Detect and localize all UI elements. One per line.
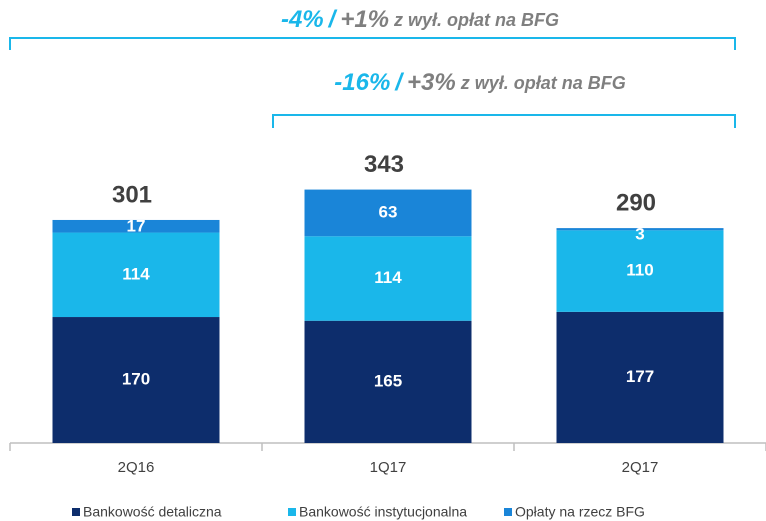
data-label: 165 [374, 371, 402, 390]
annotation-part: / [328, 6, 338, 33]
total-label: 301 [112, 181, 152, 208]
annotation-part: z wył. opłat na BFG [460, 73, 626, 93]
legend-swatch [72, 508, 80, 516]
bar-segment [52, 219, 220, 233]
legend-label: Bankowość detaliczna [83, 504, 222, 520]
total-label: 290 [616, 189, 656, 216]
bar-segment [556, 228, 724, 231]
annotation-part: z wył. opłat na BFG [393, 10, 559, 30]
legend-swatch [288, 508, 296, 516]
bracket [272, 114, 736, 128]
data-label: 177 [626, 367, 654, 386]
annotation: -16% / +3% z wył. opłat na BFG [334, 69, 625, 96]
annotation-part: / [394, 69, 404, 96]
x-tick-label: 1Q17 [370, 459, 407, 476]
x-tick-label: 2Q17 [622, 459, 659, 476]
brackets [9, 37, 736, 128]
legend-label: Opłaty na rzecz BFG [515, 504, 645, 520]
annotation-part: -16% [334, 69, 390, 96]
data-label: 114 [122, 264, 150, 283]
data-label: 114 [374, 268, 402, 287]
bar-segment [304, 236, 472, 321]
total-label: 343 [364, 151, 404, 178]
bracket [9, 37, 736, 50]
annotation: -4% / +1% z wył. opłat na BFG [281, 6, 559, 33]
legend-swatch [504, 508, 512, 516]
bar-segment [304, 189, 472, 237]
legend-label: Bankowość instytucjonalna [299, 504, 467, 520]
data-label: 3 [635, 225, 644, 244]
data-label: 110 [626, 261, 653, 280]
bar-segment [556, 311, 724, 443]
data-label: 170 [122, 369, 150, 388]
annotation-part: +3% [407, 69, 456, 96]
annotation-part: +1% [340, 6, 389, 33]
bar-segment [52, 317, 220, 443]
bar-segment [304, 320, 472, 443]
data-label: 17 [127, 216, 146, 235]
bar-segment [52, 232, 220, 318]
data-label: 63 [379, 202, 398, 221]
bar-segment [556, 230, 724, 312]
annotation-part: -4% [281, 6, 324, 33]
x-tick-label: 2Q16 [118, 459, 155, 476]
